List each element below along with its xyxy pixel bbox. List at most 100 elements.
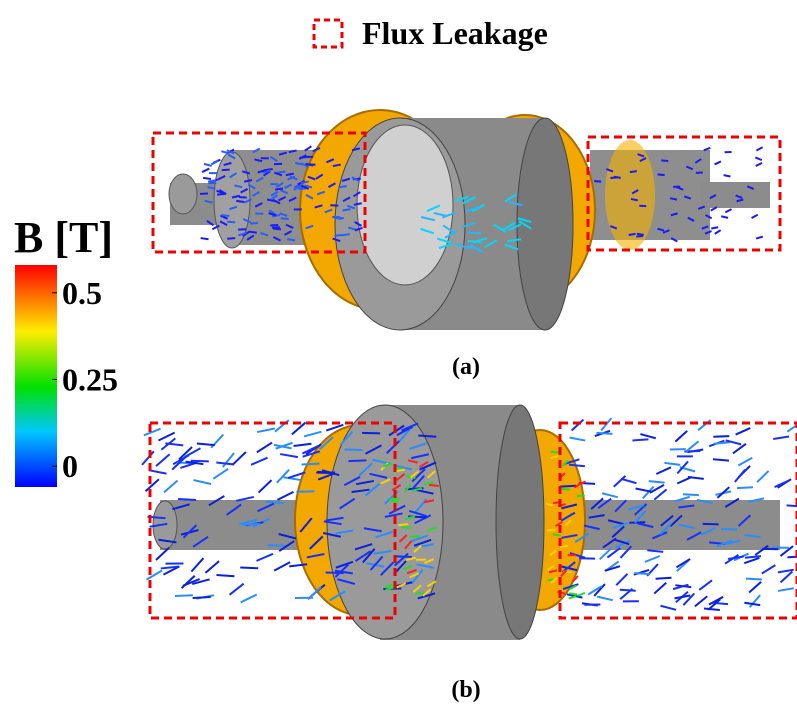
field-arrow <box>725 209 731 212</box>
panel-a-image <box>169 110 770 330</box>
field-arrow <box>602 493 618 497</box>
field-arrow <box>649 481 665 482</box>
field-arrow <box>272 227 280 228</box>
field-arrow <box>661 160 668 161</box>
field-arrow <box>281 218 289 219</box>
field-arrow <box>164 481 178 493</box>
field-arrow <box>560 486 576 487</box>
field-arrow <box>577 593 584 596</box>
field-arrow <box>257 428 275 432</box>
field-arrow <box>656 467 671 474</box>
field-arrow <box>158 433 174 441</box>
field-arrow <box>342 234 350 235</box>
field-arrow <box>343 209 351 210</box>
field-arrow <box>683 494 699 495</box>
field-arrow <box>778 588 794 591</box>
field-arrow <box>781 572 793 583</box>
field-arrow <box>714 442 730 444</box>
legend-swatch <box>314 20 342 47</box>
field-arrow <box>334 235 342 236</box>
field-arrow <box>326 573 344 574</box>
field-arrow <box>268 545 286 546</box>
field-arrow <box>699 580 712 590</box>
field-arrow <box>614 177 621 178</box>
field-arrow <box>202 169 209 173</box>
field-arrow <box>345 450 363 451</box>
field-arrow <box>191 558 203 571</box>
colorbar <box>15 265 57 487</box>
field-arrow <box>570 438 586 441</box>
field-arrow <box>675 431 687 442</box>
field-arrow <box>756 147 762 150</box>
field-arrow <box>616 574 627 585</box>
field-arrow <box>551 452 559 453</box>
field-arrow <box>629 234 636 235</box>
field-arrow <box>630 171 637 172</box>
field-arrow <box>704 608 720 610</box>
panel-label: (a) <box>452 354 480 380</box>
field-arrow <box>637 234 644 235</box>
field-arrow <box>178 499 196 500</box>
field-arrow <box>317 472 335 473</box>
panel-label: (b) <box>451 677 480 703</box>
field-arrow <box>749 582 761 593</box>
field-arrow <box>629 522 645 523</box>
field-arrow <box>762 565 776 573</box>
field-arrow <box>640 434 655 438</box>
field-arrow <box>634 573 650 574</box>
field-arrow <box>217 194 225 195</box>
field-arrow <box>658 174 665 175</box>
field-arrow <box>191 461 209 462</box>
field-arrow <box>660 606 675 610</box>
field-arrow <box>227 222 235 223</box>
field-arrow <box>736 428 751 435</box>
field-arrow <box>194 480 212 484</box>
field-arrow <box>304 432 321 437</box>
field-arrow <box>283 477 301 480</box>
field-arrow <box>572 420 584 431</box>
field-arrow <box>239 197 247 198</box>
field-arrow <box>713 459 729 460</box>
field-arrow <box>230 584 244 595</box>
field-arrow <box>241 594 257 602</box>
field-arrow <box>654 583 666 594</box>
field-arrow <box>236 201 244 202</box>
field-arrow <box>569 593 577 594</box>
field-arrow <box>256 554 273 561</box>
field-arrow <box>398 524 408 525</box>
field-arrow <box>746 579 762 580</box>
field-arrow <box>201 238 209 239</box>
field-arrow <box>597 433 613 434</box>
field-arrow <box>175 595 193 596</box>
field-arrow <box>221 215 229 216</box>
field-arrow <box>280 454 298 457</box>
field-arrow <box>249 232 257 233</box>
field-arrow <box>216 462 234 464</box>
field-arrow <box>724 175 731 176</box>
field-arrow <box>757 471 768 482</box>
field-arrow <box>695 596 707 606</box>
field-arrow <box>553 534 561 535</box>
field-arrow <box>242 524 260 525</box>
field-arrow <box>620 590 636 591</box>
field-arrow <box>735 470 745 482</box>
field-arrow <box>562 489 570 490</box>
field-arrow <box>632 439 648 440</box>
field-arrow <box>203 178 211 179</box>
field-arrow <box>410 536 420 537</box>
field-arrow <box>144 429 161 436</box>
field-arrow <box>597 597 613 601</box>
field-arrow <box>416 593 426 594</box>
field-arrow <box>738 458 752 466</box>
field-arrow <box>614 476 626 487</box>
field-arrow <box>787 505 797 506</box>
field-arrow <box>418 435 436 436</box>
field-arrow <box>240 567 258 568</box>
field-arrow <box>656 578 672 579</box>
field-arrow <box>273 229 281 230</box>
field-arrow <box>737 487 753 488</box>
field-arrow <box>277 492 293 500</box>
field-arrow <box>621 479 636 483</box>
colorbar-tick-label: 0 <box>62 448 78 484</box>
colorbar-tick-label: 0.25 <box>62 361 118 397</box>
